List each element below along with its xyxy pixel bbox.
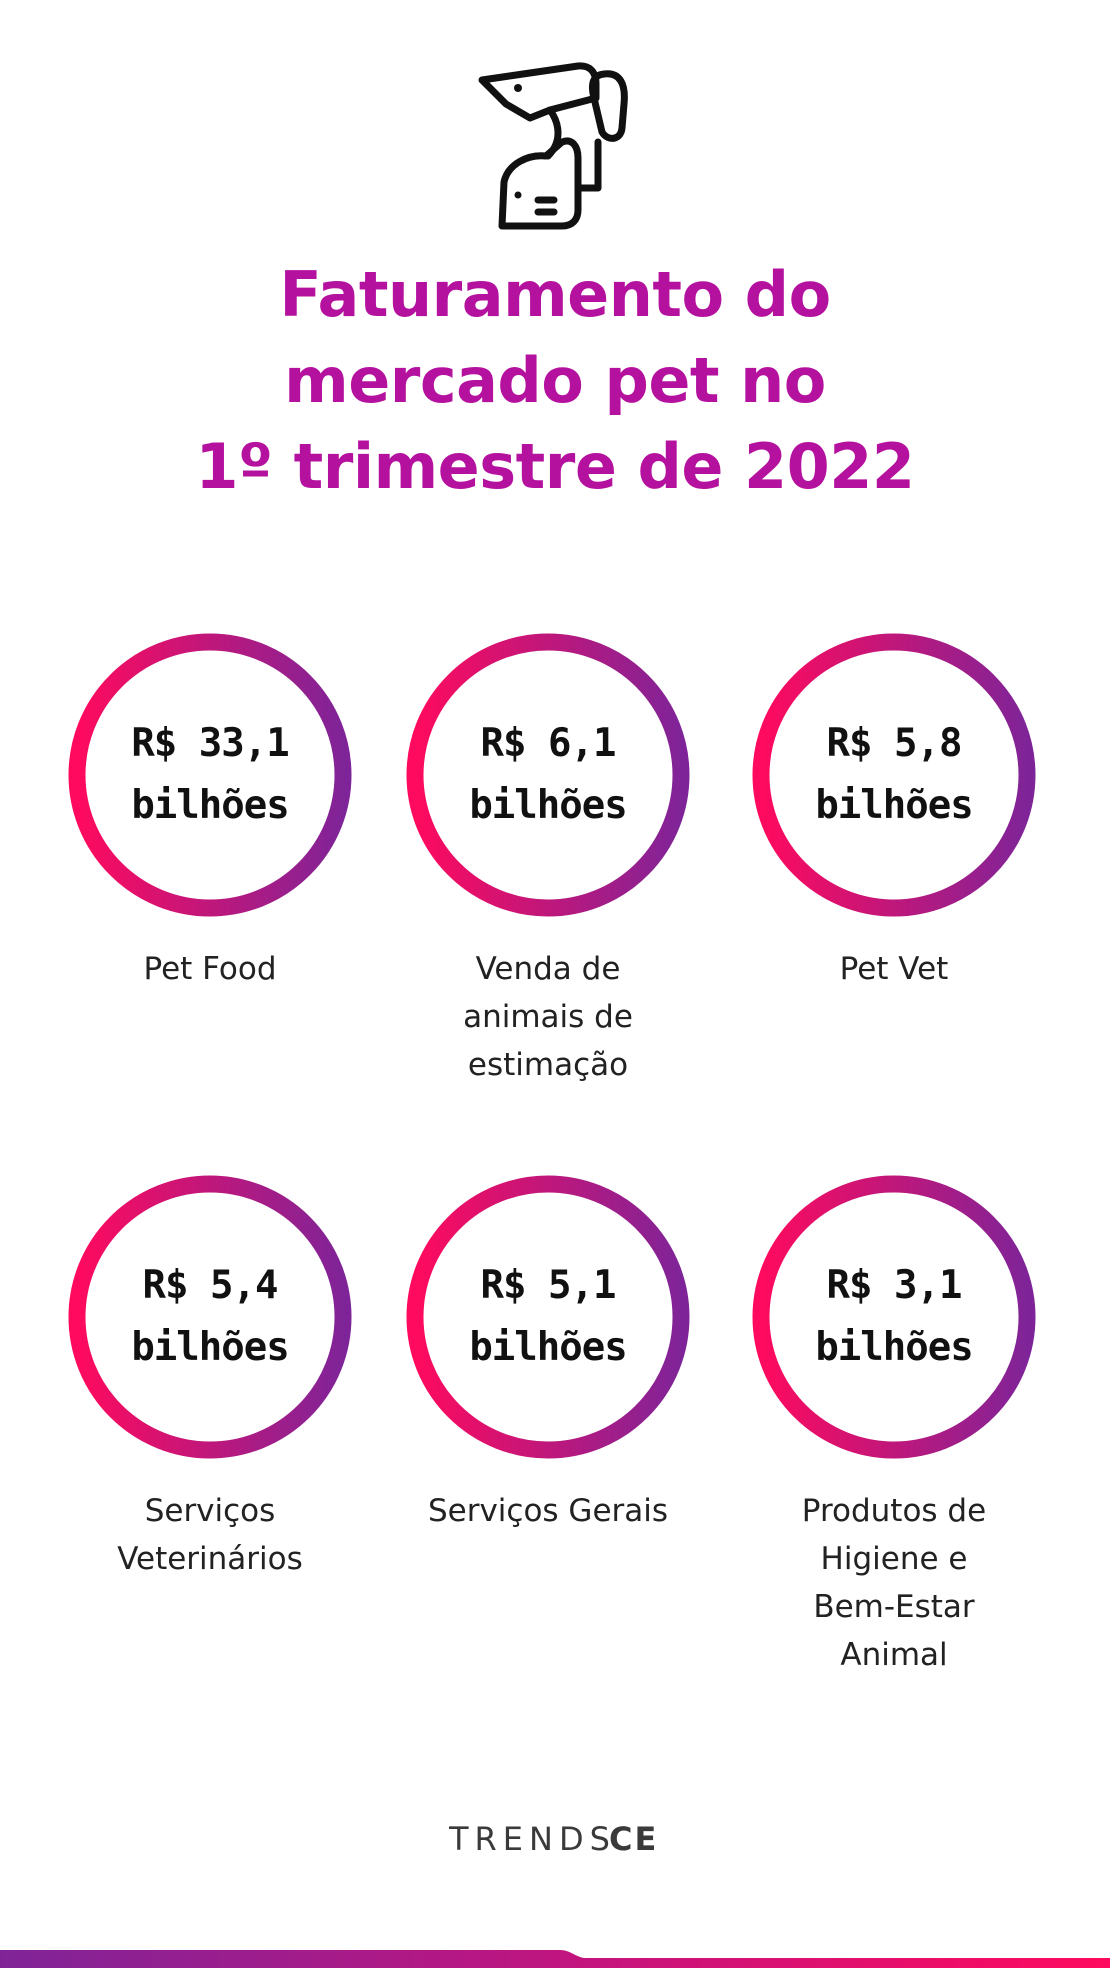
stat-label-line: Higiene e xyxy=(820,1541,968,1577)
stat-value-unit: bilhões xyxy=(131,783,289,828)
stat-value-unit: bilhões xyxy=(469,783,627,828)
stat-label: Serviços Veterinários xyxy=(60,1487,360,1583)
stat-value: R$ 5,4 bilhões xyxy=(60,1175,360,1459)
trendsce-logo: TRENDS CE xyxy=(449,1820,658,1858)
stat-value-unit: bilhões xyxy=(131,1325,289,1370)
ring-circle xyxy=(68,1175,352,1459)
stat-value-unit: bilhões xyxy=(815,783,973,828)
stat-value-unit: bilhões xyxy=(469,1325,627,1370)
ring-circle xyxy=(68,633,352,917)
stat-label-line: Veterinários xyxy=(117,1541,303,1577)
logo-text-light: TRENDS xyxy=(449,1820,616,1858)
stat-value-unit: bilhões xyxy=(815,1325,973,1370)
stat-value-amount: R$ 5,4 xyxy=(142,1263,279,1308)
stat-label-line: Serviços Gerais xyxy=(427,1493,669,1529)
title-line-1: Faturamento do xyxy=(279,258,831,331)
logo-text-bold: CE xyxy=(609,1820,658,1858)
dog-and-cat-icon xyxy=(478,62,628,230)
stat-label-line: Pet Food xyxy=(143,951,277,987)
stat-label-line: Pet Vet xyxy=(839,951,949,987)
stat-value-amount: R$ 3,1 xyxy=(826,1263,963,1308)
ring-circle xyxy=(752,633,1036,917)
stat-value: R$ 6,1 bilhões xyxy=(398,633,698,917)
stat-label: Produtos de Higiene e Bem-Estar Animal xyxy=(744,1487,1044,1679)
stat-value-amount: R$ 6,1 xyxy=(480,721,617,766)
ring-circle xyxy=(752,1175,1036,1459)
stat-label-line: Animal xyxy=(840,1637,948,1673)
stat-label-line: animais de xyxy=(463,999,633,1035)
stat-label-line: Bem-Estar xyxy=(813,1589,975,1625)
stat-label: Pet Vet xyxy=(744,945,1044,993)
bottom-gradient-bar xyxy=(0,1950,1110,1968)
title-line-3: 1º trimestre de 2022 xyxy=(195,430,915,503)
stat-value: R$ 3,1 bilhões xyxy=(744,1175,1044,1459)
stat-label: Serviços Gerais xyxy=(398,1487,698,1535)
stat-value: R$ 5,8 bilhões xyxy=(744,633,1044,917)
stat-label-line: Venda de xyxy=(475,951,621,987)
stat-label-line: Produtos de xyxy=(801,1493,987,1529)
stat-value-amount: R$ 33,1 xyxy=(131,721,289,766)
page-title: Faturamento do mercado pet no 1º trimest… xyxy=(0,252,1110,510)
stat-value-amount: R$ 5,1 xyxy=(480,1263,617,1308)
ring-circle xyxy=(406,633,690,917)
stat-label: Venda de animais de estimação xyxy=(398,945,698,1089)
ring-circle xyxy=(406,1175,690,1459)
stat-value: R$ 33,1 bilhões xyxy=(60,633,360,917)
title-line-2: mercado pet no xyxy=(284,344,826,417)
stat-value: R$ 5,1 bilhões xyxy=(398,1175,698,1459)
stat-value-amount: R$ 5,8 xyxy=(826,721,963,766)
stat-label-line: Serviços xyxy=(144,1493,276,1529)
stat-label-line: estimação xyxy=(467,1047,629,1083)
stat-label: Pet Food xyxy=(60,945,360,993)
